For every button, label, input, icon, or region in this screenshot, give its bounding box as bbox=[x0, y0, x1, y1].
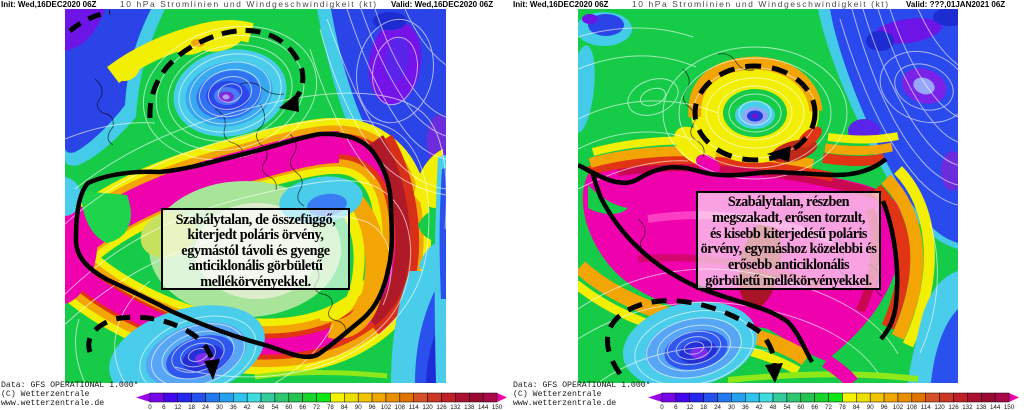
svg-text:66: 66 bbox=[811, 404, 818, 410]
svg-text:0: 0 bbox=[148, 404, 152, 410]
svg-text:84: 84 bbox=[853, 404, 860, 410]
svg-text:90: 90 bbox=[355, 404, 362, 410]
svg-text:42: 42 bbox=[244, 404, 251, 410]
svg-text:66: 66 bbox=[299, 404, 306, 410]
svg-text:120: 120 bbox=[934, 404, 945, 410]
svg-text:150: 150 bbox=[1004, 404, 1015, 410]
svg-text:108: 108 bbox=[907, 404, 918, 410]
svg-text:12: 12 bbox=[174, 404, 181, 410]
svg-text:126: 126 bbox=[436, 404, 447, 410]
svg-text:96: 96 bbox=[881, 404, 888, 410]
svg-text:54: 54 bbox=[783, 404, 790, 410]
svg-text:114: 114 bbox=[921, 404, 931, 410]
svg-text:150: 150 bbox=[492, 404, 503, 410]
svg-text:6: 6 bbox=[674, 404, 678, 410]
svg-text:120: 120 bbox=[422, 404, 433, 410]
svg-text:132: 132 bbox=[450, 404, 461, 410]
svg-text:36: 36 bbox=[230, 404, 237, 410]
svg-text:108: 108 bbox=[395, 404, 406, 410]
svg-text:36: 36 bbox=[742, 404, 749, 410]
svg-text:72: 72 bbox=[313, 404, 320, 410]
svg-text:24: 24 bbox=[202, 404, 209, 410]
svg-text:48: 48 bbox=[258, 404, 265, 410]
svg-text:30: 30 bbox=[216, 404, 223, 410]
svg-text:102: 102 bbox=[893, 404, 904, 410]
svg-text:30: 30 bbox=[728, 404, 735, 410]
svg-text:6: 6 bbox=[162, 404, 166, 410]
svg-text:114: 114 bbox=[409, 404, 419, 410]
svg-text:78: 78 bbox=[839, 404, 846, 410]
svg-text:24: 24 bbox=[714, 404, 721, 410]
svg-text:48: 48 bbox=[770, 404, 777, 410]
svg-text:138: 138 bbox=[464, 404, 475, 410]
svg-text:78: 78 bbox=[327, 404, 334, 410]
svg-text:18: 18 bbox=[700, 404, 707, 410]
svg-text:96: 96 bbox=[369, 404, 376, 410]
svg-text:90: 90 bbox=[867, 404, 874, 410]
svg-text:0: 0 bbox=[660, 404, 664, 410]
svg-text:72: 72 bbox=[825, 404, 832, 410]
svg-text:84: 84 bbox=[341, 404, 348, 410]
svg-text:138: 138 bbox=[976, 404, 987, 410]
svg-text:126: 126 bbox=[948, 404, 959, 410]
svg-text:144: 144 bbox=[478, 404, 489, 410]
svg-text:60: 60 bbox=[797, 404, 804, 410]
svg-text:144: 144 bbox=[990, 404, 1001, 410]
svg-text:42: 42 bbox=[756, 404, 763, 410]
svg-text:18: 18 bbox=[188, 404, 195, 410]
svg-text:102: 102 bbox=[381, 404, 392, 410]
svg-text:132: 132 bbox=[962, 404, 973, 410]
svg-text:12: 12 bbox=[686, 404, 693, 410]
svg-text:60: 60 bbox=[285, 404, 292, 410]
svg-text:54: 54 bbox=[271, 404, 278, 410]
